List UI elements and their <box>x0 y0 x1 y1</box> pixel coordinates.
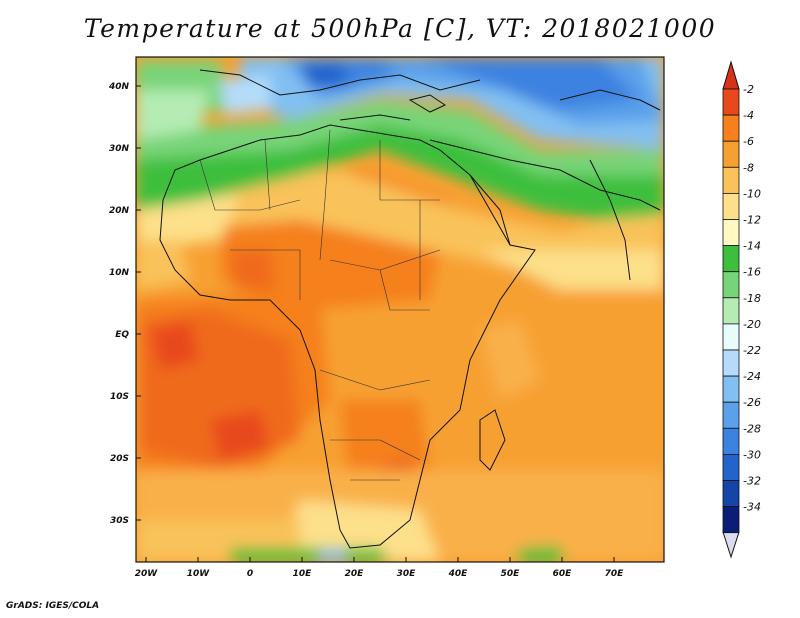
lon-ticks <box>145 557 615 562</box>
colorbar-top-arrow <box>722 60 740 90</box>
lat-label: 30N <box>109 144 130 154</box>
lon-label: 50E <box>501 569 521 579</box>
colorbar: -2 -4 -6 -8 -10 -12 -14 -16 -18 -20 -22 -24 -26 -28 -3… <box>722 60 761 559</box>
colorbar-label: -24 <box>743 370 761 383</box>
lon-label: 60E <box>553 569 573 579</box>
colorbar-label: -26 <box>743 396 761 409</box>
coastlines <box>159 69 661 549</box>
lat-label: EQ <box>115 330 129 340</box>
colorbar-label: -18 <box>743 292 761 305</box>
colorbar-label: -32 <box>743 475 761 488</box>
lon-label: 70E <box>605 569 625 579</box>
colorbar-cell <box>722 375 740 403</box>
lon-label: 10E <box>293 569 313 579</box>
lat-axis: 40N 30N 20N 10N EQ 10S 20S 30S <box>108 82 130 526</box>
lon-label: 20W <box>135 569 159 579</box>
colorbar-cell <box>722 114 740 142</box>
colorbar-cell <box>722 166 740 194</box>
lat-label: 10N <box>109 268 130 278</box>
lat-label: 20S <box>110 454 129 464</box>
colorbar-cell <box>722 297 740 325</box>
lat-label: 10S <box>110 392 129 402</box>
colorbar-label: -6 <box>743 135 754 148</box>
colorbar-cell <box>722 88 740 116</box>
footer-credit: GrADS: IGES/COLA <box>6 601 100 611</box>
colorbar-label: -16 <box>743 266 761 279</box>
country-borders <box>199 129 441 481</box>
colorbar-cell <box>722 349 740 377</box>
colorbar-label: -2 <box>743 83 754 96</box>
colorbar-cell <box>722 271 740 299</box>
lon-label: 10W <box>187 569 211 579</box>
colorbar-label: -10 <box>743 187 761 200</box>
colorbar-cell <box>722 219 740 247</box>
colorbar-cell <box>722 192 740 220</box>
colorbar-bottom-arrow <box>722 531 740 559</box>
lon-label: 20E <box>345 569 365 579</box>
colorbar-cell <box>722 401 740 429</box>
colorbar-label: -34 <box>743 501 761 514</box>
colorbar-cell <box>722 245 740 273</box>
colorbar-label: -28 <box>743 422 761 435</box>
colorbar-cell <box>722 480 740 508</box>
plot-frame <box>135 56 665 563</box>
lat-label: 40N <box>108 82 130 92</box>
lat-label: 30S <box>110 516 129 526</box>
colorbar-label: -12 <box>743 214 761 227</box>
colorbar-label: -20 <box>743 318 761 331</box>
temperature-field <box>136 57 664 562</box>
colorbar-cell <box>722 323 740 351</box>
lon-axis: 20W 10W 0 10E 20E 30E 40E 50E 60E 70E <box>135 569 624 579</box>
colorbar-cell <box>722 506 740 534</box>
lat-ticks <box>136 85 141 521</box>
colorbar-cell <box>722 427 740 455</box>
colorbar-cell <box>722 140 740 168</box>
colorbar-label: -22 <box>743 344 761 357</box>
colorbar-label: -14 <box>743 240 761 253</box>
colorbar-label: -4 <box>743 109 754 122</box>
lat-label: 20N <box>109 206 130 216</box>
map-title: Temperature at 500hPa [C], VT: 201802100… <box>83 14 717 43</box>
lon-label: 30E <box>397 569 417 579</box>
lon-label: 40E <box>448 569 469 579</box>
colorbar-label: -30 <box>743 448 761 461</box>
lon-label: 0 <box>247 569 253 579</box>
colorbar-cell <box>722 453 740 481</box>
colorbar-label: -8 <box>743 161 754 174</box>
